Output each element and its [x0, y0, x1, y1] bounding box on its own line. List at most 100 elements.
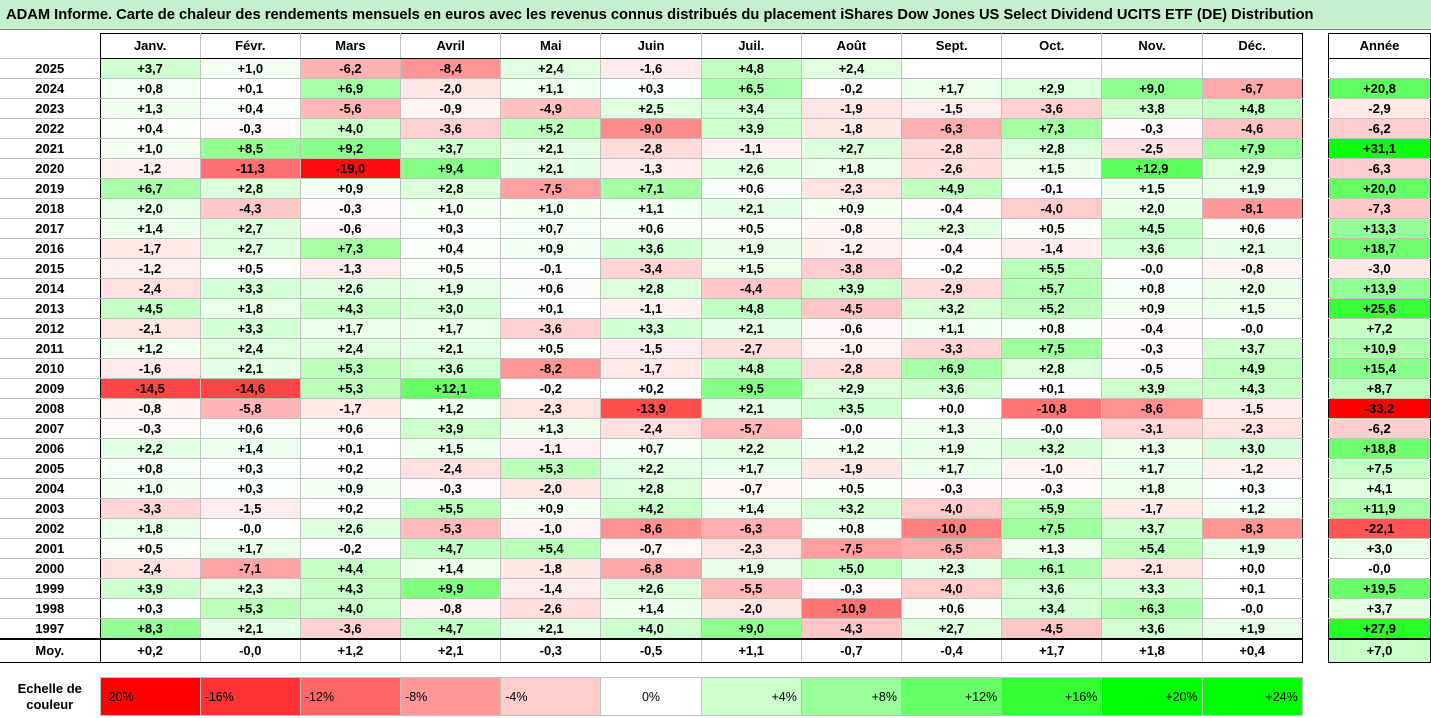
annual-row: +13,3 [1328, 218, 1431, 239]
monthly-return-cell: -2,6 [500, 598, 602, 619]
monthly-return-cell: +1,1 [600, 198, 702, 219]
annual-return-cell: +20,0 [1328, 178, 1431, 199]
monthly-return-cell: -1,4 [500, 578, 602, 599]
table-row: 2025 +3,7 +1,0 -6,2 -8,4 +2,4 -1,6 +4,8 +2,4 [0, 58, 1303, 79]
monthly-return-cell: +3,9 [800, 278, 903, 299]
annual-return-cell: +7,5 [1328, 458, 1431, 479]
annual-row: +20,0 [1328, 178, 1431, 199]
monthly-return-cell: +0,7 [600, 438, 702, 459]
monthly-return-cell: +0,5 [500, 338, 602, 359]
monthly-return-cell: +5,2 [500, 118, 602, 139]
monthly-return-cell: +0,6 [299, 418, 402, 439]
monthly-return-cell: +8,3 [99, 618, 201, 640]
monthly-return-cell: -1,4 [1001, 238, 1103, 259]
monthly-return-cell: +4,7 [400, 538, 502, 559]
monthly-return-cell: +3,0 [400, 298, 502, 319]
annual-return-cell: +19,5 [1328, 578, 1431, 599]
row-year-label: 1997 [0, 618, 101, 640]
monthly-return-cell: -1,9 [800, 98, 903, 119]
monthly-return-cell: +1,3 [99, 98, 201, 119]
monthly-return-cell: +1,8 [99, 518, 201, 539]
annual-header: Année [1328, 33, 1431, 59]
monthly-return-cell: -1,1 [500, 438, 602, 459]
monthly-return-cell: -0,0 [1001, 418, 1103, 439]
annual-return-cell: +13,3 [1328, 218, 1431, 239]
monthly-return-cell: -2,1 [1101, 558, 1203, 579]
table-row: 1998 +0,3 +5,3 +4,0 -0,8 -2,6 +1,4 -2,0 -10,9 +0,… [0, 598, 1303, 619]
annual-return-cell: +3,0 [1328, 538, 1431, 559]
monthly-return-cell: -0,8 [400, 598, 502, 619]
annual-row: +15,4 [1328, 358, 1431, 379]
monthly-return-cell: +12,9 [1101, 158, 1203, 179]
monthly-return-cell: +0,6 [199, 418, 301, 439]
monthly-return-cell: +1,5 [1101, 178, 1203, 199]
monthly-return-cell: +2,3 [199, 578, 301, 599]
monthly-return-cell: -6,5 [900, 538, 1003, 559]
table-row: 2003 -3,3 -1,5 +0,2 +5,5 +0,9 +4,2 +1,4 +3,2 -4,0… [0, 498, 1303, 519]
monthly-return-cell: +2,3 [900, 558, 1003, 579]
annual-row: +3,0 [1328, 538, 1431, 559]
month-header: Nov. [1101, 33, 1203, 59]
monthly-return-cell: -0,9 [400, 98, 502, 119]
average-label: Moy. [0, 638, 101, 663]
monthly-return-cell: +0,5 [800, 478, 903, 499]
row-year-label: 2006 [0, 438, 101, 459]
monthly-return-cell: +0,3 [199, 478, 301, 499]
monthly-return-cell: +2,1 [700, 398, 802, 419]
monthly-return-cell: +1,7 [199, 538, 301, 559]
monthly-return-cell: +7,1 [600, 178, 702, 199]
monthly-return-cell: +1,3 [1101, 438, 1203, 459]
table-row: 1999 +3,9 +2,3 +4,3 +9,9 -1,4 +2,6 -5,5 -0,3 -4,0… [0, 578, 1303, 599]
monthly-return-cell: -4,3 [199, 198, 301, 219]
annual-return-cell: +18,7 [1328, 238, 1431, 259]
monthly-return-cell: -0,6 [800, 318, 903, 339]
table-row: 2002 +1,8 -0,0 +2,6 -5,3 -1,0 -8,6 -6,3 +0,8 -10,… [0, 518, 1303, 539]
average-cell: +1,1 [700, 638, 802, 663]
monthly-return-cell: +3,8 [1101, 98, 1203, 119]
monthly-return-cell: +1,4 [600, 598, 702, 619]
monthly-return-cell: -10,8 [1001, 398, 1103, 419]
monthly-return-cell: -0,5 [1101, 358, 1203, 379]
monthly-return-cell: +0,5 [199, 258, 301, 279]
monthly-return-cell: -4,0 [900, 498, 1003, 519]
table-row: 2004 +1,0 +0,3 +0,9 -0,3 -2,0 +2,8 -0,7 +0,5 -0,3… [0, 478, 1303, 499]
monthly-return-cell: +0,6 [1201, 218, 1303, 239]
monthly-return-cell: +1,3 [1001, 538, 1103, 559]
monthly-return-cell: +4,0 [299, 598, 402, 619]
month-header: Avril [400, 33, 502, 59]
monthly-return-cell: +0,4 [99, 118, 201, 139]
average-cell: +1,2 [299, 638, 402, 663]
monthly-return-cell: +4,3 [1201, 378, 1303, 399]
row-year-label: 2020 [0, 158, 101, 179]
monthly-return-cell: +3,9 [400, 418, 502, 439]
monthly-return-cell: +7,5 [1001, 518, 1103, 539]
monthly-return-cell: +6,3 [1101, 598, 1203, 619]
monthly-return-cell: -0,0 [1201, 318, 1303, 339]
monthly-return-cell: -7,5 [500, 178, 602, 199]
row-year-label: 2008 [0, 398, 101, 419]
monthly-return-cell: +3,7 [1201, 338, 1303, 359]
monthly-return-cell: -3,6 [400, 118, 502, 139]
table-row: 2018 +2,0 -4,3 -0,3 +1,0 +1,0 +1,1 +2,1 +0,9 -0,4… [0, 198, 1303, 219]
annual-return-cell: -2,9 [1328, 98, 1431, 119]
monthly-return-cell: +3,6 [900, 378, 1003, 399]
annual-row: +31,1 [1328, 138, 1431, 159]
monthly-return-cell: -2,3 [700, 538, 802, 559]
monthly-return-cell: -1,9 [800, 458, 903, 479]
row-year-label: 2011 [0, 338, 101, 359]
color-scale-step: +4% [700, 677, 802, 716]
monthly-return-cell: +0,6 [500, 278, 602, 299]
monthly-return-cell: +2,4 [500, 58, 602, 79]
report-title: ADAM Informe. Carte de chaleur des rende… [0, 0, 1431, 30]
table-row: 2022 +0,4 -0,3 +4,0 -3,6 +5,2 -9,0 +3,9 -1,8 -6,3… [0, 118, 1303, 139]
monthly-return-cell: +1,4 [700, 498, 802, 519]
monthly-return-cell: -0,8 [1201, 258, 1303, 279]
monthly-return-cell: +2,9 [1001, 78, 1103, 99]
monthly-return-cell: -1,5 [1201, 398, 1303, 419]
monthly-return-cell: +5,3 [199, 598, 301, 619]
monthly-return-cell: +3,6 [1001, 578, 1103, 599]
monthly-return-cell: +0,8 [1001, 318, 1103, 339]
monthly-return-cell: +0,1 [500, 298, 602, 319]
monthly-return-cell [1201, 58, 1303, 79]
monthly-return-cell: +3,3 [1101, 578, 1203, 599]
